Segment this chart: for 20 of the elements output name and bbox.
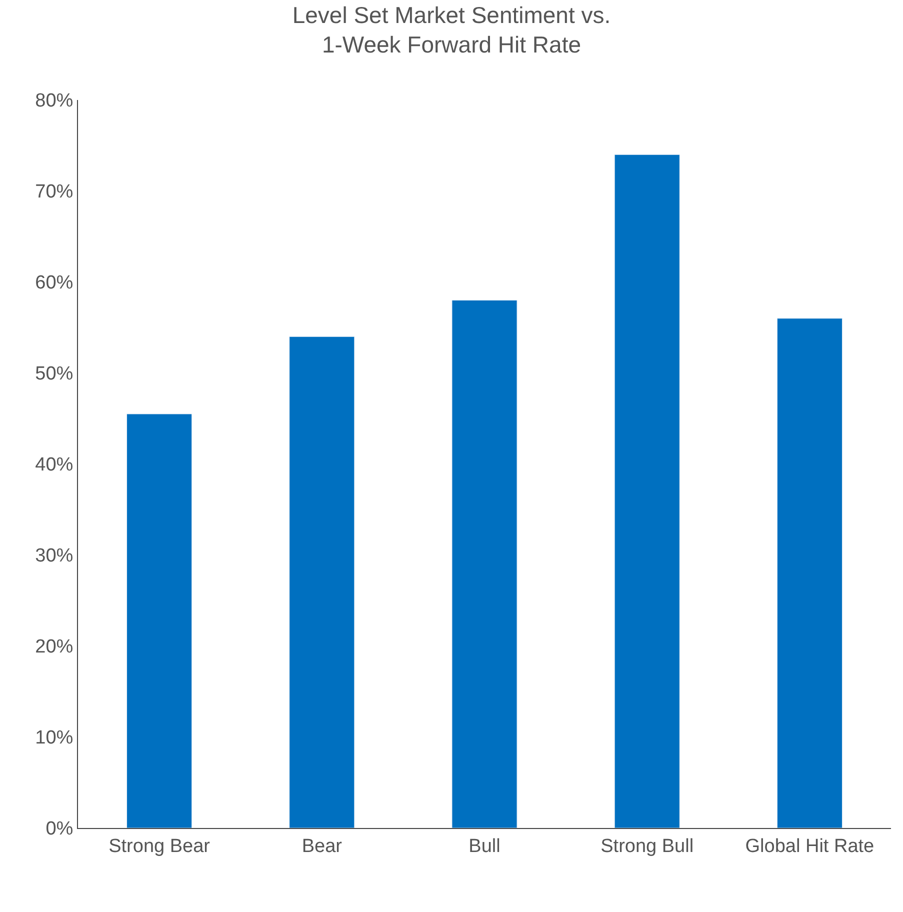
y-tick-label: 20% (35, 636, 74, 658)
bar (452, 300, 518, 828)
chart-title: Level Set Market Sentiment vs. 1-Week Forward Hit Rate (292, 2, 611, 58)
x-tick-label: Global Hit Rate (745, 836, 874, 857)
bar (289, 336, 355, 828)
x-tick-label: Strong Bull (600, 836, 694, 857)
x-tick-label: Strong Bear (108, 836, 211, 857)
y-tick-label: 70% (35, 182, 74, 203)
y-tick-label: 10% (35, 728, 74, 749)
x-tick-label: Bear (302, 836, 343, 857)
bar (126, 414, 192, 828)
y-tick-label: 0% (46, 818, 74, 840)
y-tick-label: 60% (35, 272, 74, 294)
x-tick-label: Bull (468, 836, 500, 857)
bar (614, 154, 680, 828)
y-tick-label: 80% (35, 90, 74, 112)
y-tick-label: 30% (35, 546, 74, 567)
y-tick-label: 40% (35, 454, 74, 476)
bar (776, 318, 842, 828)
y-tick-label: 50% (35, 364, 74, 385)
